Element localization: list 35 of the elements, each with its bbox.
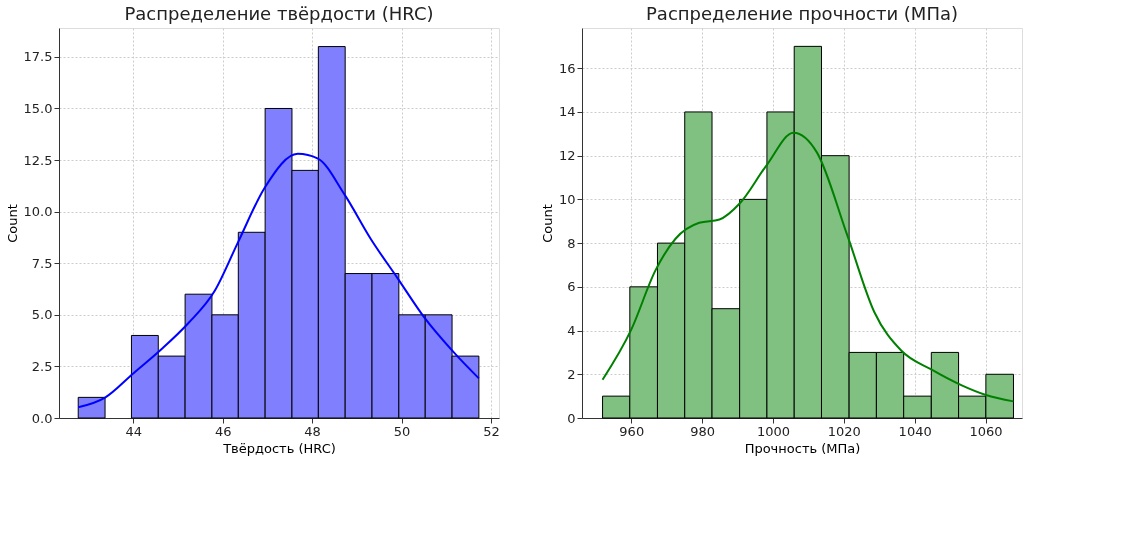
y-tick-label: 6	[567, 279, 576, 295]
y-tick-label: 0.0	[31, 410, 53, 426]
y-tick-label: 15.0	[23, 100, 53, 116]
y-tick-label: 12	[558, 148, 576, 164]
y-tick-label: 16	[558, 60, 576, 76]
y-tick-label: 14	[558, 104, 576, 120]
y-tick-label: 12.5	[23, 152, 53, 168]
line-series	[601, 131, 1015, 403]
x-axis-title: Прочность (МПа)	[744, 440, 861, 456]
x-tick-label: 980	[690, 423, 716, 439]
chart-title: Распределение твёрдости (HRC)	[124, 3, 434, 24]
y-tick-label: 7.5	[31, 255, 53, 271]
y-tick-label: 5.0	[31, 307, 53, 323]
y-tick-label: 10	[558, 191, 576, 207]
chart-title: Распределение прочности (МПа)	[646, 3, 958, 24]
x-tick-label: 44	[125, 423, 142, 439]
y-tick-label: 4	[567, 323, 576, 339]
y-tick-label: 2	[567, 366, 576, 382]
x-tick-label: 960	[619, 423, 645, 439]
y-tick-label: 17.5	[23, 49, 53, 65]
y-tick-label: 2.5	[31, 358, 53, 374]
y-axis-title: Count	[539, 204, 555, 243]
x-axis-title: Твёрдость (HRC)	[222, 440, 336, 456]
x-tick-label: 48	[304, 423, 321, 439]
x-tick-label: 1040	[898, 423, 932, 439]
y-tick-label: 8	[567, 235, 576, 251]
x-tick-label: 50	[393, 423, 411, 439]
x-tick-label: 52	[483, 423, 500, 439]
x-tick-label: 1020	[827, 423, 861, 439]
x-tick-label: 46	[214, 423, 232, 439]
y-tick-label: 10.0	[23, 204, 53, 220]
x-tick-label: 1060	[969, 423, 1003, 439]
x-tick-label: 1000	[756, 423, 790, 439]
y-tick-label: 0	[567, 410, 576, 426]
y-axis-title: Count	[4, 204, 20, 243]
